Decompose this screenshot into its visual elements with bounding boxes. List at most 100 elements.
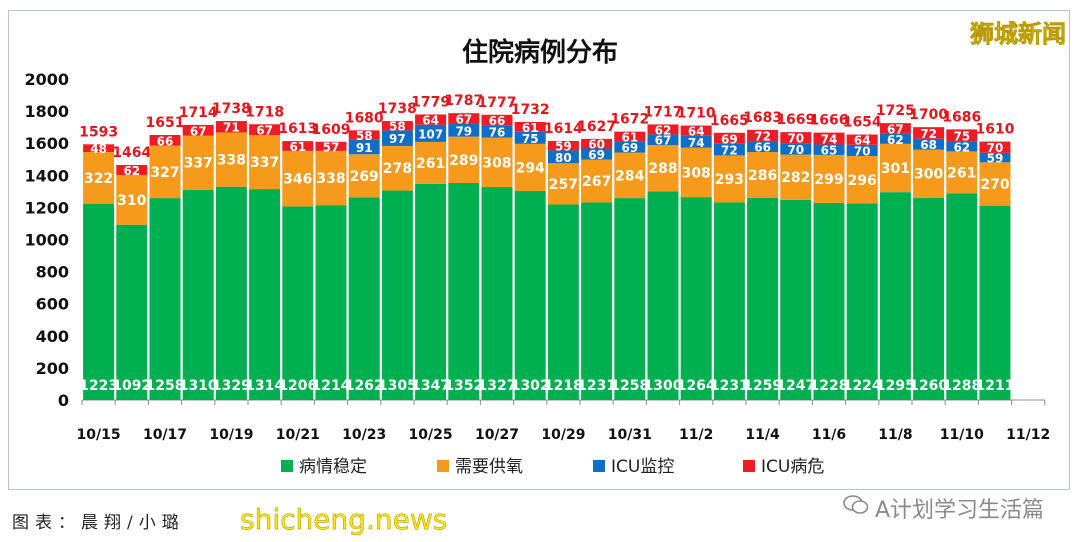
bar-segment <box>680 125 712 136</box>
bar-segment <box>614 198 646 400</box>
chart-frame: 住院病例分布 0 200 400 600 800 1000 1200 1400 1600 1800 2… <box>8 10 1070 490</box>
bar-segment <box>846 203 878 400</box>
x-tick-label: 10/19 <box>209 427 253 443</box>
bar-segment <box>780 199 812 400</box>
bar-segment <box>481 137 513 188</box>
bar-segment <box>913 127 945 139</box>
bar-segment <box>780 132 812 144</box>
data-label: 308 <box>482 155 511 171</box>
total-label: 1714 <box>179 105 218 121</box>
bar-segment <box>780 154 812 200</box>
data-label: 337 <box>184 156 213 172</box>
bar-segment <box>282 206 314 400</box>
bar-segment <box>747 152 779 198</box>
bar-segment <box>481 187 513 400</box>
total-label: 1609 <box>312 122 351 138</box>
bar-segment <box>448 136 480 184</box>
bar-segment <box>116 224 148 400</box>
data-label: 107 <box>418 127 443 141</box>
data-label: 72 <box>920 127 937 141</box>
data-label: 1347 <box>411 378 450 394</box>
total-label: 1610 <box>976 122 1015 138</box>
bar-segment <box>647 134 679 146</box>
data-label: 346 <box>283 172 312 188</box>
data-label: 327 <box>150 165 179 181</box>
bar-segment <box>780 143 812 155</box>
bar-segment <box>680 135 712 148</box>
data-label: 70 <box>787 132 804 146</box>
bar-segment <box>282 141 314 151</box>
bar-segment <box>581 138 613 149</box>
total-label: 1787 <box>444 93 483 109</box>
bar-segment <box>83 144 115 153</box>
bar-segment <box>979 205 1011 400</box>
data-label: 64 <box>422 114 439 128</box>
bar-segment <box>747 141 779 153</box>
bar-segment <box>713 132 745 144</box>
data-label: 301 <box>881 161 910 177</box>
data-label: 66 <box>754 141 771 155</box>
data-label: 1258 <box>146 378 185 394</box>
bar-segment <box>547 140 579 151</box>
data-label: 67 <box>455 113 472 127</box>
total-label: 1464 <box>112 145 151 161</box>
bar-segment <box>448 183 480 400</box>
bar-segment <box>946 141 978 152</box>
data-label: 79 <box>455 124 472 138</box>
total-label: 1672 <box>610 112 649 128</box>
bar-segment <box>215 186 247 400</box>
data-label: 337 <box>250 155 279 171</box>
x-tick-label: 10/17 <box>143 427 187 443</box>
bar-segment <box>514 191 546 400</box>
total-label: 1666 <box>810 113 849 129</box>
total-label: 1779 <box>411 94 450 110</box>
data-label: 91 <box>356 141 373 155</box>
bar-segment <box>182 135 214 190</box>
bar-segment <box>415 141 447 184</box>
data-label: 62 <box>123 164 140 178</box>
data-label: 75 <box>522 132 539 146</box>
data-label: 278 <box>383 161 412 177</box>
watermark-bottom-left: shicheng.news <box>240 503 448 537</box>
bar-segment <box>647 191 679 400</box>
x-tick-label: 11/8 <box>878 427 912 443</box>
y-tick-label: 800 <box>36 263 69 282</box>
y-tick-label: 1400 <box>24 166 69 185</box>
data-label: 1310 <box>179 378 218 394</box>
y-tick-label: 200 <box>36 359 69 378</box>
data-label: 294 <box>516 160 545 176</box>
data-label: 57 <box>323 140 340 154</box>
bar-segment <box>381 190 413 400</box>
data-label: 1352 <box>444 378 483 394</box>
total-label: 1669 <box>776 112 815 128</box>
total-label: 1683 <box>743 110 782 126</box>
x-tick-label: 10/29 <box>541 427 585 443</box>
x-tick-label: 11/6 <box>812 427 846 443</box>
x-tick-label: 10/21 <box>276 427 320 443</box>
legend-label: 病情稳定 <box>299 457 367 477</box>
bar-segment <box>514 143 546 192</box>
data-label: 61 <box>289 140 306 154</box>
bar-segment <box>83 152 115 204</box>
total-label: 1654 <box>843 115 882 131</box>
bar-segment <box>713 155 745 203</box>
bar-segment <box>979 141 1011 153</box>
data-label: 1259 <box>743 378 782 394</box>
bar-segment <box>813 154 845 203</box>
data-label: 1305 <box>378 378 417 394</box>
data-label: 1231 <box>710 378 749 394</box>
y-tick-label: 400 <box>36 327 69 346</box>
total-label: 1732 <box>511 102 550 118</box>
data-label: 293 <box>715 172 744 188</box>
legend-label: ICU病危 <box>761 457 824 477</box>
bar-segment <box>879 123 911 134</box>
total-label: 1738 <box>378 101 417 117</box>
data-label: 70 <box>987 141 1004 155</box>
data-label: 300 <box>914 167 943 183</box>
data-label: 67 <box>256 124 273 138</box>
bar-segment <box>913 149 945 198</box>
data-label: 48 <box>90 142 107 156</box>
bar-segment <box>514 131 546 144</box>
bar-segment <box>83 203 115 400</box>
y-tick-label: 2000 <box>24 70 69 89</box>
